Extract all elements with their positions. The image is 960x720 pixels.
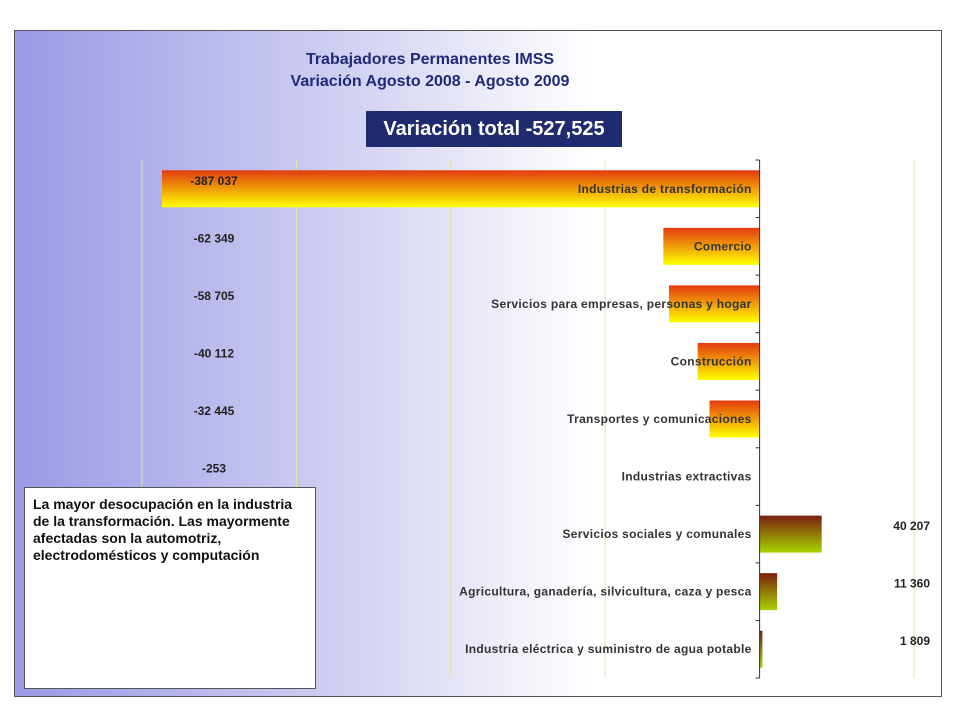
annotation-note: La mayor desocupación en la industria de… (24, 487, 316, 689)
bar (668, 285, 760, 323)
data-label: -62 349 (194, 231, 235, 245)
data-label: -58 705 (194, 289, 235, 303)
data-label: -253 (202, 462, 226, 476)
bar (709, 400, 760, 438)
category-label: Agricultura, ganadería, silvicultura, ca… (459, 585, 751, 599)
data-label: -32 445 (194, 404, 235, 418)
total-variation-badge: Variación total -527,525 (366, 111, 622, 147)
data-label: 11 360 (894, 577, 930, 591)
bars (162, 170, 822, 668)
data-label: 1 809 (900, 634, 930, 648)
category-label: Industria eléctrica y suministro de agua… (465, 642, 751, 656)
category-label: Industrias extractivas (622, 470, 752, 484)
bar (759, 573, 778, 611)
category-label: Servicios para empresas, personas y hoga… (491, 297, 751, 311)
data-label: 40 207 (893, 519, 930, 533)
bar (697, 342, 760, 380)
chart-title-line-2: Variación Agosto 2008 - Agosto 2009 (290, 73, 570, 90)
bar (162, 170, 760, 208)
category-label: Industrias de transformación (578, 182, 752, 196)
category-label: Transportes y comunicaciones (567, 412, 751, 426)
chart-title-line-1: Trabajadores Permanentes IMSS (305, 51, 555, 68)
data-label: -387 037 (190, 174, 238, 188)
bar (759, 515, 822, 553)
category-label: Comercio (694, 239, 752, 253)
bar (663, 227, 760, 265)
category-label: Servicios sociales y comunales (562, 527, 751, 541)
labels: Industrias de transformación -387 037 Come… (190, 174, 930, 656)
category-axis (755, 159, 761, 679)
category-label: Construcción (671, 354, 752, 368)
bar (759, 630, 763, 668)
data-label: -40 112 (194, 346, 234, 360)
